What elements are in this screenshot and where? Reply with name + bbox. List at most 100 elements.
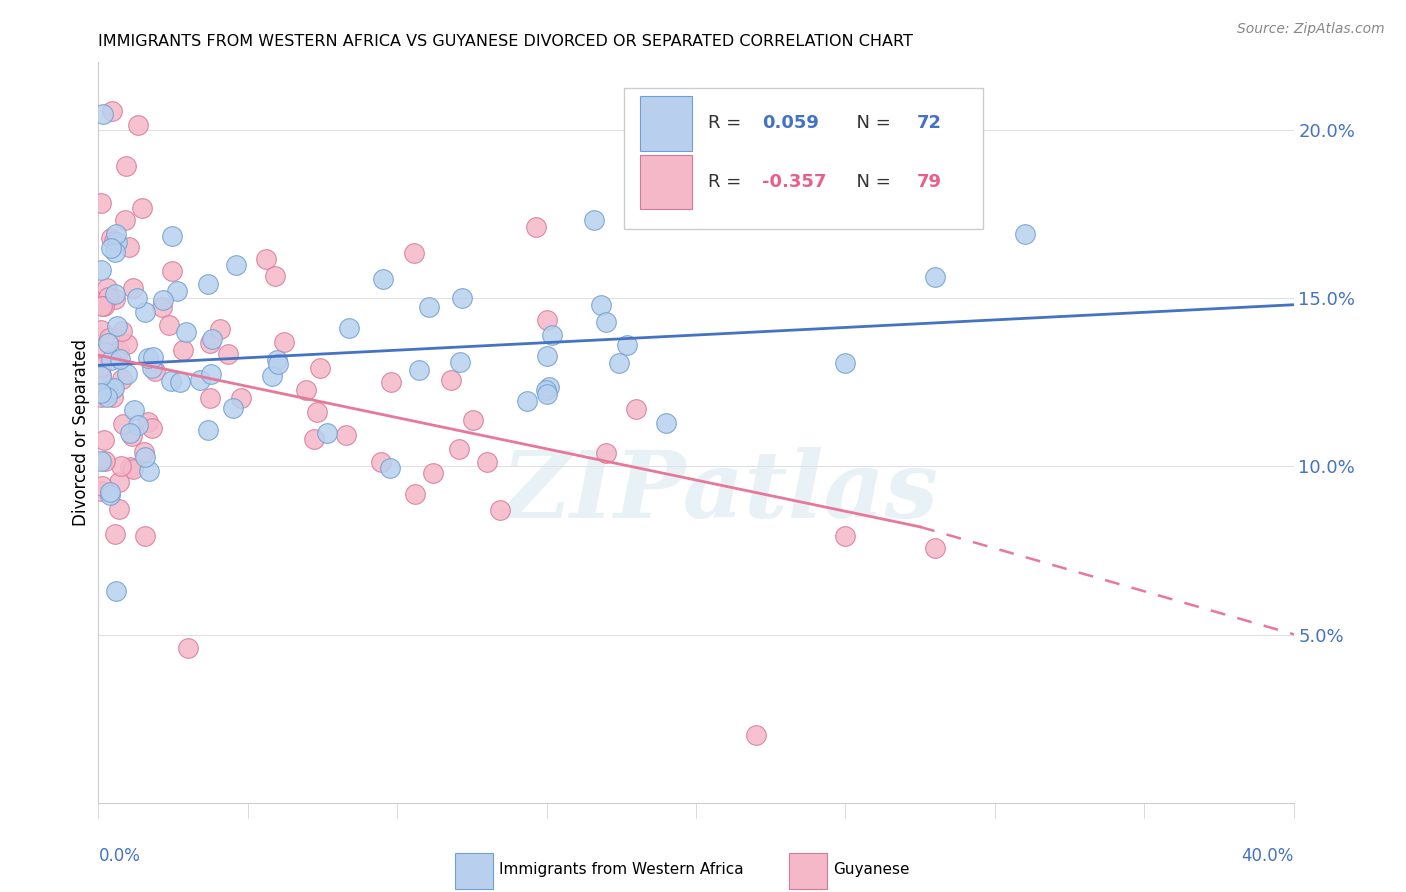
Point: [110, 324, 132, 338]
Point: [418, 301, 440, 315]
Point: [422, 466, 444, 480]
Point: [90, 484, 112, 499]
Point: [94, 344, 117, 359]
Point: [273, 334, 295, 349]
Point: [655, 417, 678, 431]
Point: [105, 319, 128, 334]
Point: [104, 526, 127, 541]
Point: [254, 252, 277, 267]
Point: [115, 368, 138, 382]
Point: [516, 393, 538, 408]
Point: [134, 450, 156, 464]
Text: 0.059: 0.059: [762, 114, 818, 132]
Text: 0.0%: 0.0%: [98, 847, 141, 865]
Point: [111, 372, 134, 386]
Point: [260, 369, 283, 384]
Point: [114, 213, 136, 227]
Point: [90, 323, 112, 337]
Point: [371, 272, 394, 286]
Text: IMMIGRANTS FROM WESTERN AFRICA VS GUYANESE DIVORCED OR SEPARATED CORRELATION CHA: IMMIGRANTS FROM WESTERN AFRICA VS GUYANE…: [98, 34, 914, 49]
Point: [124, 403, 146, 417]
Point: [222, 401, 245, 415]
Point: [96, 390, 118, 404]
Point: [103, 234, 125, 248]
Point: [152, 301, 174, 315]
Point: [537, 380, 560, 394]
Point: [90, 386, 112, 401]
Point: [307, 405, 329, 419]
Point: [101, 382, 124, 396]
Point: [91, 299, 114, 313]
Point: [536, 313, 558, 327]
Point: [177, 640, 200, 655]
Point: [107, 475, 129, 489]
Point: [91, 478, 114, 492]
Point: [174, 325, 197, 339]
Point: [201, 333, 224, 347]
Point: [198, 391, 221, 405]
Point: [134, 304, 156, 318]
Point: [616, 338, 638, 352]
Point: [93, 299, 115, 313]
Point: [118, 240, 141, 254]
Point: [134, 445, 156, 459]
Point: [101, 390, 124, 404]
Point: [141, 360, 163, 375]
Point: [110, 458, 132, 473]
Point: [121, 429, 143, 443]
Point: [138, 463, 160, 477]
Point: [541, 328, 564, 343]
Point: [111, 417, 134, 431]
Point: [127, 291, 149, 305]
Point: [105, 227, 128, 241]
Point: [536, 349, 558, 363]
Point: [209, 321, 232, 335]
Point: [160, 263, 183, 277]
Point: [834, 356, 856, 370]
Point: [440, 373, 463, 387]
Point: [90, 454, 112, 468]
Point: [408, 363, 430, 377]
Point: [136, 415, 159, 429]
Point: [97, 384, 120, 399]
Point: [157, 318, 180, 333]
Point: [524, 220, 547, 235]
Point: [90, 196, 112, 211]
Point: [1014, 227, 1036, 242]
Point: [93, 433, 115, 447]
Text: 79: 79: [917, 173, 942, 191]
FancyBboxPatch shape: [624, 88, 983, 229]
Point: [91, 107, 114, 121]
Point: [127, 417, 149, 432]
Point: [309, 361, 332, 376]
Point: [745, 729, 768, 743]
Point: [370, 455, 392, 469]
Point: [583, 213, 606, 227]
Point: [266, 353, 288, 368]
Point: [118, 426, 141, 441]
Point: [90, 359, 112, 374]
Point: [488, 503, 510, 517]
Text: Immigrants from Western Africa: Immigrants from Western Africa: [499, 862, 744, 877]
Point: [96, 385, 118, 400]
Point: [200, 335, 222, 350]
Point: [745, 124, 768, 138]
Point: [267, 357, 290, 371]
Point: [380, 375, 402, 389]
Point: [451, 291, 474, 305]
Point: [152, 293, 174, 308]
FancyBboxPatch shape: [454, 853, 494, 889]
Point: [104, 293, 127, 307]
Point: [90, 263, 112, 277]
Point: [103, 381, 125, 395]
Point: [143, 364, 166, 378]
Text: 40.0%: 40.0%: [1241, 847, 1294, 865]
Point: [378, 460, 401, 475]
Point: [159, 375, 181, 389]
Point: [96, 281, 118, 295]
Point: [924, 541, 946, 555]
Point: [404, 245, 426, 260]
FancyBboxPatch shape: [640, 96, 692, 151]
Point: [136, 351, 159, 365]
Point: [115, 337, 138, 351]
